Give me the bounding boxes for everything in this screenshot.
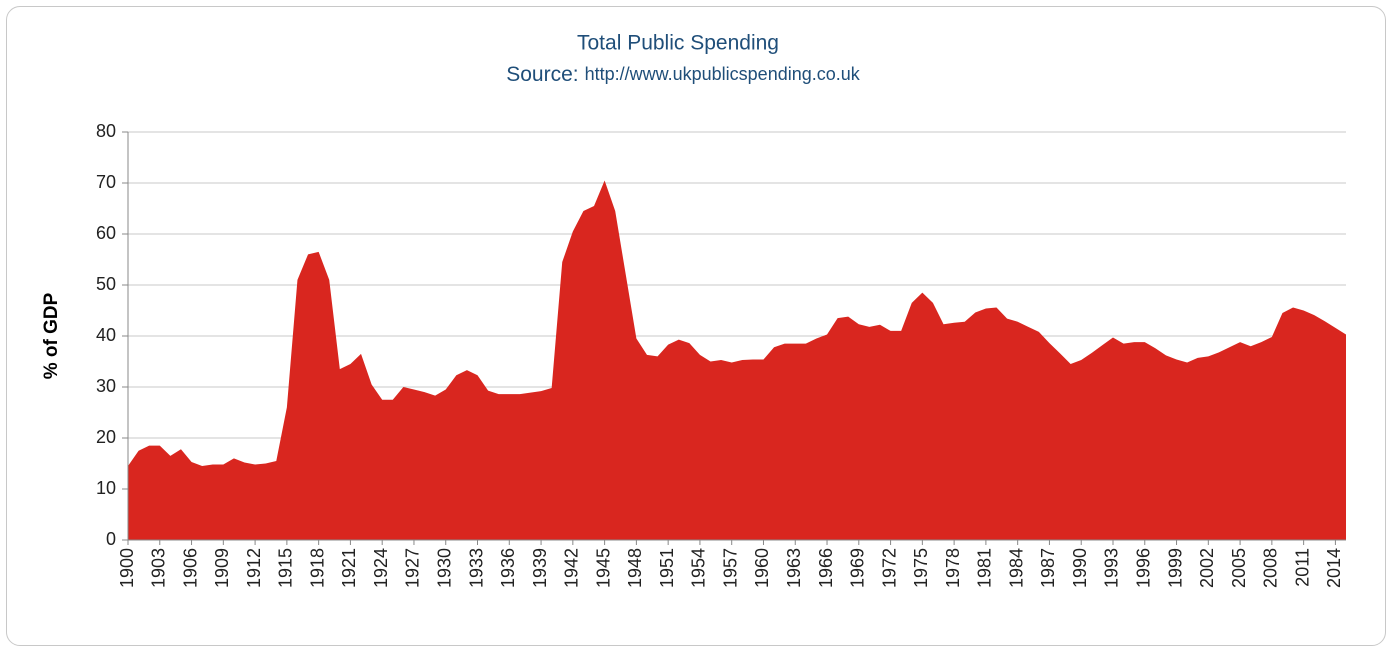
- x-tick-label: 1957: [720, 548, 740, 588]
- y-tick-label: 30: [96, 376, 116, 396]
- y-tick-label: 10: [96, 478, 116, 498]
- x-tick-label: 1942: [562, 548, 582, 588]
- x-tick-label: 1990: [1070, 548, 1090, 588]
- x-tick-label: 2014: [1324, 548, 1344, 588]
- y-tick-label: 40: [96, 325, 116, 345]
- x-tick-label: 1906: [180, 548, 200, 588]
- x-tick-label: 1972: [879, 548, 899, 588]
- x-tick-label: 1939: [530, 548, 550, 588]
- chart-title: Total Public Spending: [577, 32, 779, 55]
- x-tick-label: 1978: [943, 548, 963, 588]
- x-tick-label: 1936: [498, 548, 518, 588]
- x-tick-label: 1984: [1006, 548, 1026, 588]
- y-tick-label: 60: [96, 223, 116, 243]
- subtitle: Source:: [506, 63, 578, 86]
- x-tick-label: 1987: [1038, 548, 1058, 588]
- x-tick-label: 1996: [1134, 548, 1154, 588]
- x-tick-label: 1951: [657, 548, 677, 588]
- x-tick-label: 1924: [371, 548, 391, 588]
- x-tick-label: 1960: [752, 548, 772, 588]
- x-tick-label: 1969: [848, 548, 868, 588]
- x-tick-label: 1945: [593, 548, 613, 588]
- x-tick-label: 1954: [689, 548, 709, 588]
- x-tick-label: 1999: [1165, 548, 1185, 588]
- area: [128, 180, 1346, 540]
- x-tick-label: 2011: [1292, 548, 1312, 587]
- x-tick-label: 1993: [1102, 548, 1122, 588]
- y-tick-label: 0: [106, 529, 116, 549]
- x-tick-label: 1912: [244, 548, 264, 588]
- x-tick-label: 1930: [434, 548, 454, 588]
- x-tick-label: 1981: [975, 548, 995, 588]
- x-tick-label: 1918: [307, 548, 327, 588]
- x-tick-label: 1903: [149, 548, 169, 588]
- x-tick-label: 1966: [816, 548, 836, 588]
- x-tick-label: 1927: [403, 548, 423, 588]
- x-tick-label: 1933: [466, 548, 486, 588]
- y-tick-label: 80: [96, 121, 116, 141]
- y-tick-label: 50: [96, 274, 116, 294]
- y-axis-label: % of GDP: [41, 292, 62, 379]
- x-tick-label: 1975: [911, 548, 931, 588]
- x-tick-label: 1948: [625, 548, 645, 588]
- source-url: http://www.ukpublicspending.co.uk: [585, 64, 861, 84]
- x-tick-label: 1915: [276, 548, 296, 588]
- x-tick-label: 1921: [339, 548, 359, 588]
- chart-subtitle: Source: http://www.ukpublicspending.co.uk: [506, 63, 861, 86]
- x-tick-label: 2005: [1229, 548, 1249, 588]
- x-tick-label: 2002: [1197, 548, 1217, 588]
- x-tick-label: 1909: [212, 548, 232, 588]
- y-tick-label: 70: [96, 172, 116, 192]
- x-tick-label: 1963: [784, 548, 804, 588]
- y-tick-label: 20: [96, 427, 116, 447]
- x-tick-label: 1900: [117, 548, 137, 588]
- x-tick-label: 2008: [1261, 548, 1281, 588]
